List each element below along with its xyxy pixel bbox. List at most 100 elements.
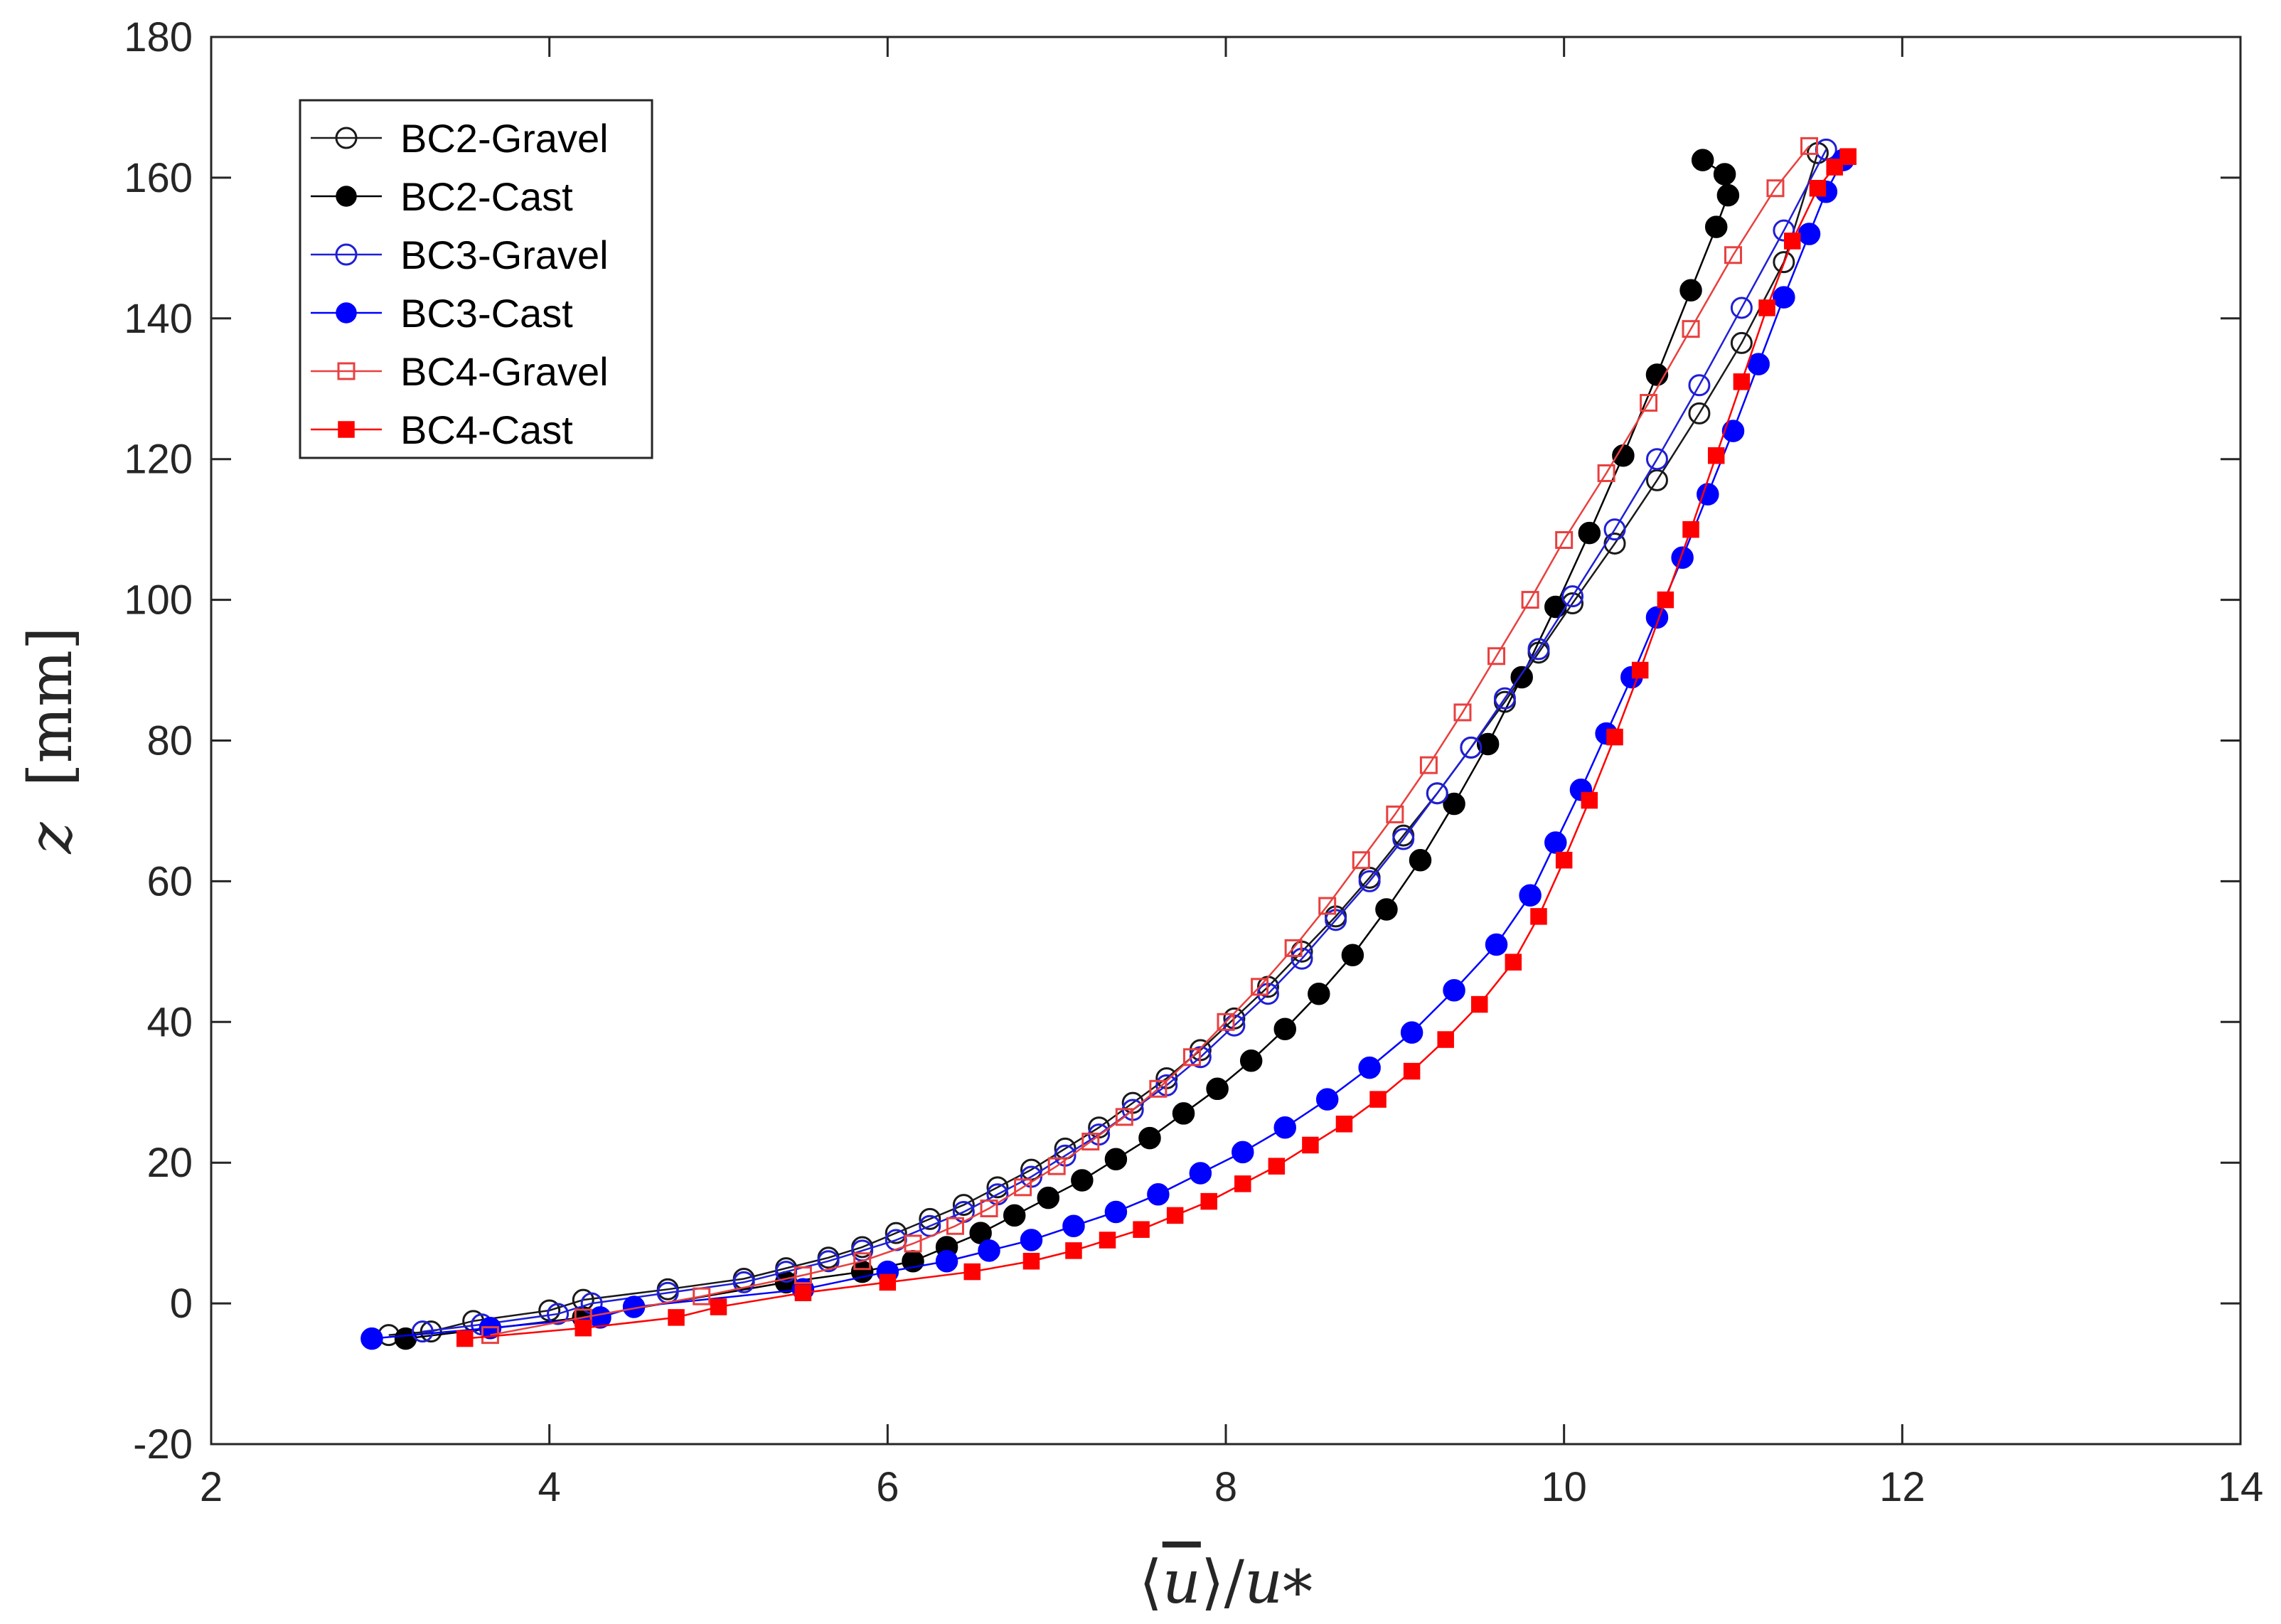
data-point (1318, 897, 1337, 915)
data-point (1640, 394, 1658, 412)
data-point (1239, 1049, 1263, 1072)
data-point (1716, 183, 1740, 207)
data-point (946, 1217, 964, 1235)
data-point (1505, 953, 1522, 971)
data-point (1308, 982, 1330, 1005)
data-point (980, 1200, 998, 1218)
data-point (1403, 1062, 1421, 1080)
data-point (1065, 1242, 1082, 1259)
legend-label: BC3-Gravel (400, 233, 609, 277)
series-line (464, 156, 1849, 1340)
data-point (1713, 163, 1736, 186)
x-tick-label: 2 (200, 1464, 223, 1510)
data-point (1003, 1204, 1026, 1227)
data-point (1375, 898, 1398, 921)
data-point (1099, 1232, 1116, 1249)
data-point (1724, 246, 1742, 265)
data-point (1335, 1116, 1353, 1133)
data-point (1671, 546, 1694, 569)
data-point (1273, 1116, 1296, 1139)
data-point (1104, 1200, 1128, 1224)
data-point (1544, 831, 1567, 854)
data-point (1707, 447, 1725, 464)
series-layer (360, 137, 1857, 1350)
data-point (952, 1194, 975, 1217)
data-point (1730, 297, 1753, 319)
data-point (1487, 647, 1506, 666)
data-point (1284, 939, 1303, 957)
data-point (1104, 1148, 1128, 1171)
data-point (411, 1320, 434, 1343)
series-bc2-cast (394, 149, 1740, 1350)
data-point (1519, 884, 1542, 907)
data-point (1561, 585, 1584, 608)
series-line (388, 152, 1819, 1336)
data-point (879, 1273, 897, 1291)
y-tick-label: 100 (124, 577, 193, 624)
data-point (978, 1239, 1000, 1262)
data-point (1555, 851, 1573, 869)
data-point (589, 1306, 611, 1329)
y-tick-label: 140 (124, 296, 193, 342)
data-point (1443, 792, 1465, 816)
data-point (1062, 1214, 1085, 1238)
data-point (1688, 402, 1711, 424)
y-tick-label: 60 (146, 858, 193, 904)
data-point (1392, 828, 1415, 850)
x-tick-label: 6 (876, 1464, 899, 1510)
x-axis-label: ⟨u⟩/u* (1139, 1547, 1313, 1624)
data-point (1133, 1221, 1150, 1238)
data-point (1014, 1178, 1032, 1197)
data-point (1597, 464, 1615, 482)
data-point (935, 1249, 958, 1273)
legend-marker (338, 421, 355, 438)
data-point (360, 1327, 383, 1350)
data-point (1476, 732, 1500, 756)
data-point (1234, 1175, 1251, 1192)
data-point (1766, 179, 1785, 198)
data-point (547, 1303, 570, 1325)
data-point (575, 1319, 592, 1337)
legend-label: BC4-Gravel (400, 349, 609, 394)
data-point (1358, 870, 1381, 892)
data-point (1645, 606, 1669, 629)
data-point (1315, 1088, 1339, 1111)
data-point (1172, 1102, 1195, 1125)
legend-marker (335, 127, 358, 149)
data-point (1521, 591, 1539, 609)
data-point (1302, 1136, 1319, 1154)
data-point (1773, 251, 1795, 274)
data-point (1839, 148, 1857, 165)
data-point (1149, 1079, 1168, 1098)
y-tick-label: -20 (133, 1421, 193, 1468)
data-point (1697, 483, 1719, 506)
data-point (1773, 219, 1795, 242)
data-point (1341, 944, 1364, 967)
data-point (1555, 530, 1574, 549)
data-point (794, 1284, 812, 1302)
legend-label: BC2-Cast (400, 174, 573, 219)
series-bc4-gravel (481, 137, 1819, 1345)
data-point (1047, 1157, 1066, 1175)
data-point (1115, 1108, 1133, 1126)
y-tick-label: 20 (146, 1140, 193, 1186)
legend-label: BC2-Gravel (400, 116, 609, 161)
data-point (1020, 1229, 1043, 1251)
data-point (1400, 1021, 1423, 1044)
x-tick-label: 14 (2218, 1464, 2264, 1510)
data-point (1369, 1091, 1387, 1108)
legend-item: BC4-Gravel (311, 349, 609, 394)
data-point (1530, 908, 1547, 925)
legend-item: BC3-Gravel (311, 233, 609, 277)
data-point (1426, 782, 1448, 805)
data-point (1691, 149, 1714, 171)
data-point (1471, 995, 1488, 1013)
data-point (1409, 848, 1432, 872)
data-point (794, 1266, 812, 1285)
data-point (1022, 1252, 1040, 1270)
data-point (1606, 728, 1623, 746)
data-point (1166, 1207, 1184, 1224)
data-point (1603, 532, 1626, 555)
legend-item: BC2-Gravel (311, 116, 609, 161)
